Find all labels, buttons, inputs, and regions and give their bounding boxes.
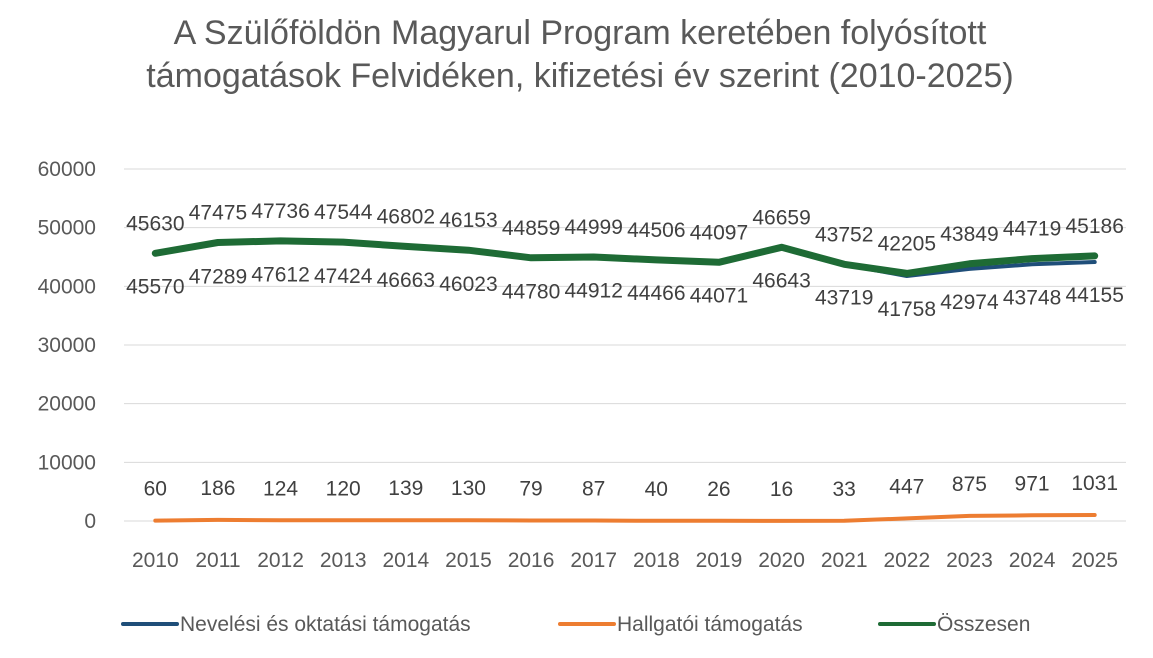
- x-tick-label: 2023: [946, 549, 993, 572]
- y-tick-label: 40000: [38, 275, 96, 298]
- x-tick-label: 2016: [508, 549, 555, 572]
- data-label-hallgatoi: 130: [451, 477, 486, 500]
- data-label-nevelesi: 41758: [878, 298, 936, 321]
- x-tick-label: 2021: [821, 549, 868, 572]
- data-label-hallgatoi: 79: [519, 478, 542, 501]
- x-tick-label: 2012: [257, 549, 304, 572]
- legend-label-2: Összesen: [937, 613, 1030, 636]
- y-tick-label: 50000: [38, 217, 96, 240]
- data-label-nevelesi: 43748: [1003, 286, 1061, 309]
- data-label-hallgatoi: 60: [144, 478, 167, 501]
- series-line-1: [153, 513, 1097, 523]
- x-tick-label: 2014: [382, 549, 429, 572]
- data-label-osszesen: 43752: [815, 223, 873, 246]
- data-label-osszesen: 43849: [940, 223, 998, 246]
- data-label-osszesen: 46802: [377, 205, 435, 228]
- data-label-nevelesi: 44466: [627, 282, 685, 305]
- data-label-osszesen: 44097: [690, 221, 748, 244]
- data-label-hallgatoi: 120: [326, 477, 361, 500]
- y-tick-label: 20000: [38, 393, 96, 416]
- data-label-hallgatoi: 26: [707, 478, 730, 501]
- y-tick-label: 0: [84, 510, 96, 533]
- x-tick-label: 2010: [132, 549, 179, 572]
- data-label-osszesen: 47736: [251, 200, 309, 223]
- x-tick-label: 2011: [195, 549, 240, 572]
- y-tick-label: 10000: [38, 451, 96, 474]
- data-label-hallgatoi: 40: [645, 478, 668, 501]
- legend-label-0: Nevelési és oktatási támogatás: [180, 613, 471, 636]
- data-label-hallgatoi: 1031: [1071, 472, 1118, 495]
- legend-label-1: Hallgatói támogatás: [617, 613, 803, 636]
- data-label-osszesen: 44859: [502, 217, 560, 240]
- data-label-nevelesi: 44071: [690, 284, 748, 307]
- data-label-nevelesi: 47612: [251, 264, 309, 287]
- x-tick-label: 2019: [696, 549, 743, 572]
- data-label-osszesen: 46153: [439, 209, 497, 232]
- data-label-hallgatoi: 971: [1015, 472, 1050, 495]
- data-label-osszesen: 47544: [314, 201, 373, 224]
- data-label-hallgatoi: 33: [833, 478, 856, 501]
- data-label-nevelesi: 43719: [815, 287, 873, 310]
- series-line-2: [151, 237, 1099, 277]
- data-label-nevelesi: 44780: [502, 280, 560, 303]
- x-tick-label: 2017: [570, 549, 617, 572]
- data-label-nevelesi: 47289: [189, 266, 247, 289]
- data-label-nevelesi: 46023: [439, 273, 497, 296]
- y-tick-label: 30000: [38, 334, 96, 357]
- data-label-hallgatoi: 87: [582, 477, 605, 500]
- data-label-osszesen: 42205: [878, 232, 936, 255]
- x-tick-label: 2020: [758, 549, 805, 572]
- data-label-nevelesi: 44155: [1065, 284, 1123, 307]
- y-tick-label: 60000: [38, 158, 96, 181]
- data-label-osszesen: 47475: [189, 201, 247, 224]
- data-label-osszesen: 44506: [627, 219, 685, 242]
- data-label-nevelesi: 45570: [126, 276, 184, 299]
- data-label-osszesen: 44999: [564, 216, 622, 239]
- data-label-nevelesi: 42974: [940, 291, 999, 314]
- data-label-nevelesi: 46643: [752, 269, 810, 292]
- chart-title: A Szülőföldön Magyarul Program keretében…: [146, 14, 1014, 95]
- data-label-osszesen: 46659: [752, 206, 810, 229]
- data-label-hallgatoi: 139: [388, 477, 423, 500]
- x-tick-label: 2025: [1071, 549, 1118, 572]
- data-label-nevelesi: 46663: [377, 269, 435, 292]
- x-tick-label: 2015: [445, 549, 492, 572]
- data-label-hallgatoi: 186: [200, 477, 235, 500]
- x-tick-label: 2018: [633, 549, 680, 572]
- x-tick-label: 2022: [883, 549, 930, 572]
- data-label-nevelesi: 47424: [314, 265, 373, 288]
- data-label-hallgatoi: 124: [263, 477, 298, 500]
- data-label-hallgatoi: 16: [770, 478, 793, 501]
- data-label-osszesen: 45630: [126, 212, 184, 235]
- data-label-nevelesi: 44912: [564, 280, 622, 303]
- x-tick-label: 2013: [320, 549, 367, 572]
- data-label-hallgatoi: 447: [889, 475, 924, 498]
- data-label-osszesen: 44719: [1003, 218, 1061, 241]
- x-tick-label: 2024: [1009, 549, 1056, 572]
- data-label-hallgatoi: 875: [952, 473, 987, 496]
- data-label-osszesen: 45186: [1065, 215, 1123, 238]
